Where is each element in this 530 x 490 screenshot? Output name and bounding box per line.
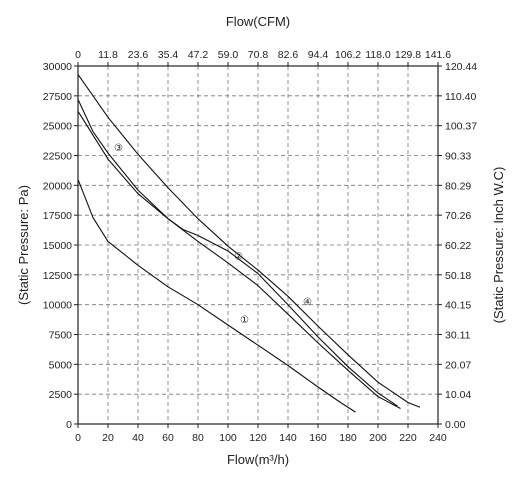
series-label-4: ④: [303, 297, 312, 308]
x-tick-label: 100: [219, 432, 237, 444]
y-tick-label: 27500: [43, 91, 72, 103]
grid: [78, 66, 438, 424]
y2-tick-label: 120.44: [445, 61, 477, 73]
y2-tick-label: 20.07: [445, 359, 471, 371]
x-tick-label: 80: [192, 432, 204, 444]
series-label-1: ①: [240, 315, 249, 326]
y2-tick-label: 110.40: [445, 91, 476, 103]
y2-tick-label: 100.37: [445, 121, 477, 133]
series-curve-1: [77, 179, 356, 413]
x-axis-title: Flow(m³/h): [227, 452, 289, 467]
x-tick-label: 0: [75, 432, 81, 444]
x2-tick-label: 129.8: [395, 49, 421, 61]
x2-tick-label: 23.6: [128, 49, 149, 61]
ticks: 002011.84023.66035.48047.210059.012070.8…: [43, 49, 477, 444]
series-label-3: ③: [114, 143, 123, 154]
x-tick-label: 60: [162, 432, 174, 444]
y-tick-label: 25000: [43, 121, 72, 133]
series-curve-4: [77, 74, 421, 408]
y2-tick-label: 10.04: [445, 389, 471, 401]
y-tick-label: 7500: [49, 330, 73, 342]
y-axis-title: (Static Pressure: Pa): [16, 185, 31, 305]
y2-tick-label: 60.22: [445, 240, 471, 252]
x-tick-label: 240: [429, 432, 447, 444]
y2-tick-label: 80.29: [445, 180, 471, 192]
x2-tick-label: 0: [75, 49, 81, 61]
x-tick-label: 140: [279, 432, 297, 444]
y-tick-label: 10000: [43, 300, 72, 312]
x2-tick-label: 59.0: [218, 49, 239, 61]
x-tick-label: 20: [102, 432, 114, 444]
y2-tick-label: 50.18: [445, 270, 471, 282]
x2-tick-label: 106.2: [335, 49, 361, 61]
x2-tick-label: 47.2: [188, 49, 209, 61]
x-tick-label: 160: [309, 432, 327, 444]
y2-tick-label: 40.15: [445, 300, 471, 312]
x2-tick-label: 11.8: [98, 49, 118, 61]
x-tick-label: 180: [339, 432, 357, 444]
y-tick-label: 17500: [43, 210, 72, 222]
y2-tick-label: 90.33: [445, 151, 471, 163]
x2-tick-label: 141.6: [425, 49, 451, 61]
x-tick-label: 200: [369, 432, 387, 444]
x2-tick-label: 35.4: [158, 49, 179, 61]
y2-tick-label: 30.11: [445, 330, 471, 342]
series-callouts: ① ② ③ ④: [114, 143, 312, 326]
x-tick-label: 220: [399, 432, 417, 444]
y-tick-label: 0: [66, 419, 72, 431]
y-tick-label: 20000: [43, 180, 72, 192]
x2-axis-title: Flow(CFM): [226, 14, 290, 29]
curves: [77, 74, 421, 413]
y2-tick-label: 0.00: [445, 419, 466, 431]
y-tick-label: 15000: [43, 240, 72, 252]
y2-tick-label: 70.26: [445, 210, 471, 222]
x2-tick-label: 70.8: [248, 49, 269, 61]
y-tick-label: 12500: [43, 270, 72, 282]
series-curve-2: [77, 99, 401, 409]
x2-tick-label: 94.4: [308, 49, 329, 61]
x2-tick-label: 118.0: [365, 49, 391, 61]
series-label-2: ②: [234, 252, 243, 263]
series-curve-3: [77, 111, 398, 407]
y2-axis-title: (Static Pressure: Inch W.C): [491, 167, 506, 324]
y-tick-label: 22500: [43, 151, 72, 163]
x-tick-label: 40: [132, 432, 144, 444]
x2-tick-label: 82.6: [278, 49, 299, 61]
y-tick-label: 30000: [43, 61, 72, 73]
y-tick-label: 2500: [49, 389, 73, 401]
y-tick-label: 5000: [49, 359, 73, 371]
x-tick-label: 120: [249, 432, 267, 444]
